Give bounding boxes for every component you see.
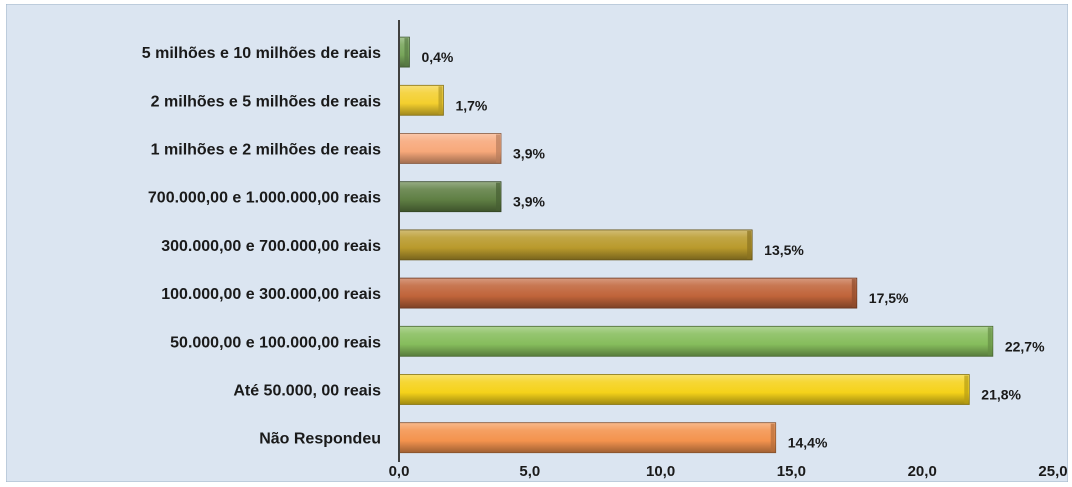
data-label: 13,5% (764, 242, 804, 258)
x-tick-label: 10,0 (646, 463, 675, 480)
category-label: 2 milhões e 5 milhões de reais (151, 93, 381, 110)
x-axis-ticks: 0,0 5,0 10,0 15,0 20,0 25,0 (389, 463, 1068, 480)
category-label: 700.000,00 e 1.000.000,00 reais (148, 190, 381, 207)
category-labels: 5 milhões e 10 milhões de reais 2 milhões… (142, 45, 381, 448)
bars (398, 36, 994, 454)
x-tick-label: 25,0 (1038, 463, 1067, 480)
bar (398, 84, 444, 116)
data-label: 1,7% (455, 97, 487, 113)
bar-bevel (851, 279, 856, 308)
bar (398, 374, 970, 405)
data-label: 3,9% (513, 146, 545, 162)
x-tick-label: 5,0 (519, 463, 540, 480)
data-label: 3,9% (513, 194, 545, 210)
data-labels: 0,4% 1,7% 3,9% 3,9% 13,5% 17,5% 22,7% 21,8% 14,4… (421, 49, 1045, 451)
bar-bevel (404, 38, 409, 67)
category-label: Não Respondeu (259, 431, 381, 448)
bar (398, 325, 994, 357)
bar-chart: 5 milhões e 10 milhões de reais 2 milhões… (5, 3, 1069, 483)
bar-bevel (747, 230, 752, 259)
data-label: 21,8% (981, 387, 1021, 403)
bar (398, 277, 858, 309)
data-label: 0,4% (421, 49, 453, 65)
bar-bevel (438, 86, 443, 115)
category-label: 1 milhões e 2 milhões de reais (151, 142, 381, 159)
x-tick-label: 0,0 (389, 463, 410, 480)
category-label: Até 50.000, 00 reais (233, 383, 381, 400)
category-label: 50.000,00 e 100.000,00 reais (170, 334, 381, 351)
category-label: 300.000,00 e 700.000,00 reais (161, 238, 381, 255)
x-tick-label: 15,0 (777, 463, 806, 480)
bar-bevel (964, 375, 969, 404)
bar (398, 422, 777, 454)
x-tick-label: 20,0 (908, 463, 937, 480)
chart-area: 5 milhões e 10 milhões de reais 2 milhões… (5, 3, 1069, 483)
bar-bevel (987, 327, 992, 356)
bar-bevel (770, 423, 775, 452)
category-label: 5 milhões e 10 milhões de reais (142, 45, 381, 62)
bar (398, 181, 502, 213)
bar (398, 229, 753, 261)
bar (398, 133, 502, 164)
bar-bevel (496, 182, 501, 211)
bar-bevel (496, 134, 501, 163)
data-label: 14,4% (788, 435, 828, 451)
data-label: 17,5% (869, 290, 909, 306)
data-label: 22,7% (1005, 338, 1045, 354)
category-label: 100.000,00 e 300.000,00 reais (161, 286, 381, 303)
